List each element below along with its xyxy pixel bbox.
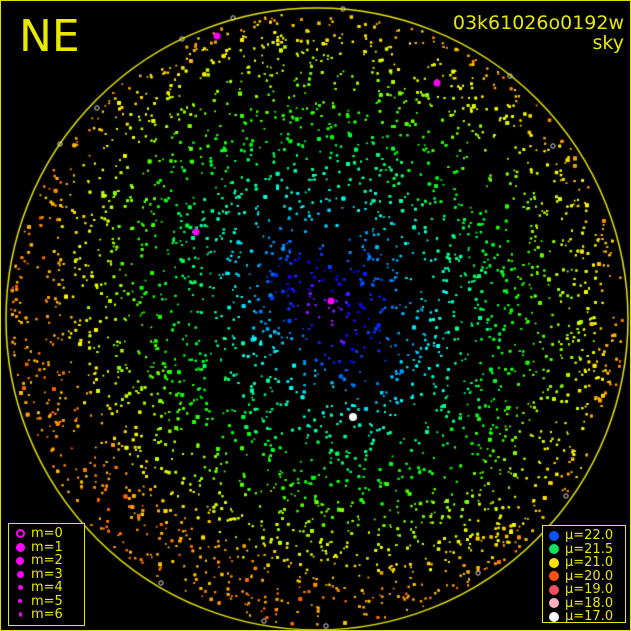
sky-brightness-legend-item: μ=21.0 xyxy=(543,556,625,570)
magnitude-symbol-icon xyxy=(9,556,31,565)
magnitude-symbol-icon xyxy=(9,529,31,539)
magnitude-symbol-icon xyxy=(9,585,31,591)
image-type: sky xyxy=(592,32,624,54)
magnitude-legend-item: m=4 xyxy=(9,581,84,595)
magnitude-symbol-icon xyxy=(9,612,31,618)
sky-brightness-legend-item: μ=17.0 xyxy=(543,610,625,624)
magnitude-legend-item: m=6 xyxy=(9,608,84,622)
sky-brightness-legend-item: μ=21.5 xyxy=(543,543,625,557)
magnitude-symbol-icon xyxy=(9,570,31,578)
magnitude-legend-item: m=5 xyxy=(9,595,84,609)
direction-label: NE xyxy=(19,11,80,62)
magnitude-label: m=4 xyxy=(31,580,63,596)
image-id: 03k61026o0192w xyxy=(452,12,624,34)
sky-brightness-legend-item: μ=20.0 xyxy=(543,570,625,584)
sky-brightness-label: μ=18.0 xyxy=(565,595,614,611)
sky-brightness-label: μ=21.5 xyxy=(565,541,614,557)
magnitude-label: m=0 xyxy=(31,526,63,542)
magnitude-label: m=1 xyxy=(31,539,63,555)
sky-brightness-legend-item: μ=18.0 xyxy=(543,597,625,611)
sky-brightness-legend-item: μ=22.0 xyxy=(543,529,625,543)
sky-brightness-legend: μ=22.0 μ=21.5 μ=21.0 μ=20.0 μ=19.0 μ=18.0 μ=17… xyxy=(542,525,626,623)
magnitude-legend: m=0 m=1 m=2 m=3 m=4 m=5 m=6 xyxy=(8,523,85,626)
color-swatch-icon xyxy=(543,544,565,555)
color-swatch-icon xyxy=(543,611,565,622)
color-swatch-icon xyxy=(543,571,565,582)
color-swatch-icon xyxy=(543,557,565,568)
magnitude-legend-item: m=2 xyxy=(9,554,84,568)
magnitude-symbol-icon xyxy=(9,542,31,552)
sky-brightness-label: μ=17.0 xyxy=(565,609,614,625)
magnitude-label: m=5 xyxy=(31,593,63,609)
magnitude-legend-item: m=3 xyxy=(9,568,84,582)
magnitude-label: m=6 xyxy=(31,607,63,623)
sky-brightness-legend-item: μ=19.0 xyxy=(543,583,625,597)
sky-brightness-label: μ=19.0 xyxy=(565,582,614,598)
magnitude-label: m=3 xyxy=(31,566,63,582)
magnitude-label: m=2 xyxy=(31,553,63,569)
sky-brightness-label: μ=22.0 xyxy=(565,528,614,544)
magnitude-legend-item: m=0 xyxy=(9,527,84,541)
color-swatch-icon xyxy=(543,598,565,609)
color-swatch-icon xyxy=(543,530,565,541)
magnitude-legend-item: m=1 xyxy=(9,541,84,555)
magnitude-symbol-icon xyxy=(9,599,31,604)
sky-brightness-label: μ=21.0 xyxy=(565,555,614,571)
color-swatch-icon xyxy=(543,584,565,595)
sky-brightness-label: μ=20.0 xyxy=(565,568,614,584)
